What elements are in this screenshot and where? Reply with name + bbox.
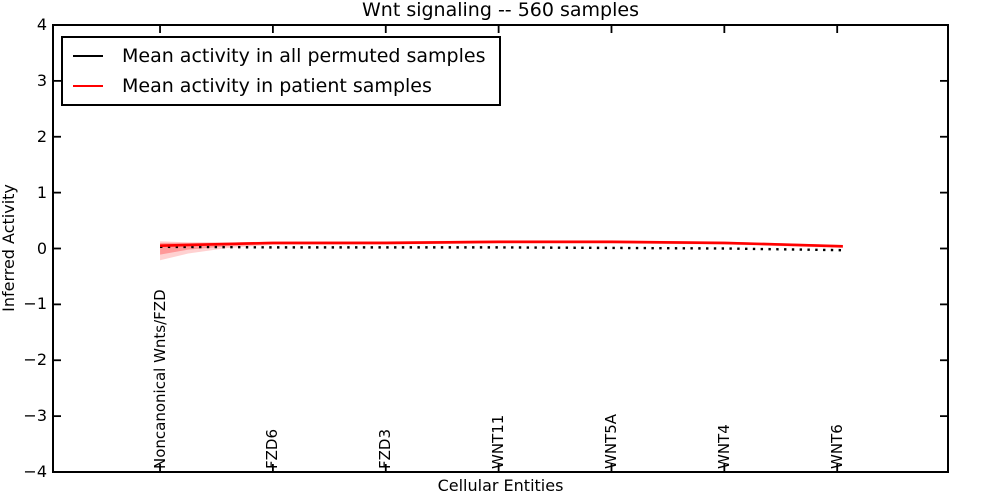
legend: Mean activity in all permuted samples Me…	[61, 36, 502, 106]
legend-item-permuted: Mean activity in all permuted samples	[73, 41, 485, 71]
x-tick-label: FZD3	[376, 429, 395, 469]
x-tick-label: Noncanonical Wnts/FZD	[150, 289, 169, 469]
series-line-permuted	[160, 245, 843, 252]
confidence-band	[160, 240, 843, 261]
axis-ticks	[53, 24, 948, 473]
x-tick-label: WNT5A	[601, 413, 620, 469]
chart-title: Wnt signaling -- 560 samples	[362, 0, 639, 21]
y-tick-label: 0	[36, 238, 47, 258]
legend-label-patient: Mean activity in patient samples	[122, 75, 432, 97]
y-tick-label: 2	[36, 126, 47, 146]
x-tick-label: WNT6	[827, 424, 846, 469]
x-tick-label: WNT4	[714, 424, 733, 469]
y-tick-label: −4	[23, 462, 47, 481]
y-tick-label: −3	[23, 406, 47, 426]
y-tick-label: 3	[36, 70, 47, 90]
x-axis-label: Cellular Entities	[437, 476, 564, 495]
legend-item-patient: Mean activity in patient samples	[73, 71, 485, 101]
y-tick-label: 1	[36, 182, 47, 202]
legend-label-permuted: Mean activity in all permuted samples	[122, 45, 486, 67]
y-tick-label: −1	[23, 294, 47, 314]
legend-line-permuted-icon	[73, 55, 103, 57]
x-tick-label: FZD6	[263, 429, 282, 469]
x-tick-label: WNT11	[489, 414, 508, 469]
series-line-patient	[160, 240, 843, 248]
y-tick-label: −2	[23, 350, 47, 370]
legend-line-patient-icon	[73, 85, 103, 87]
y-tick-label: 4	[36, 15, 47, 34]
